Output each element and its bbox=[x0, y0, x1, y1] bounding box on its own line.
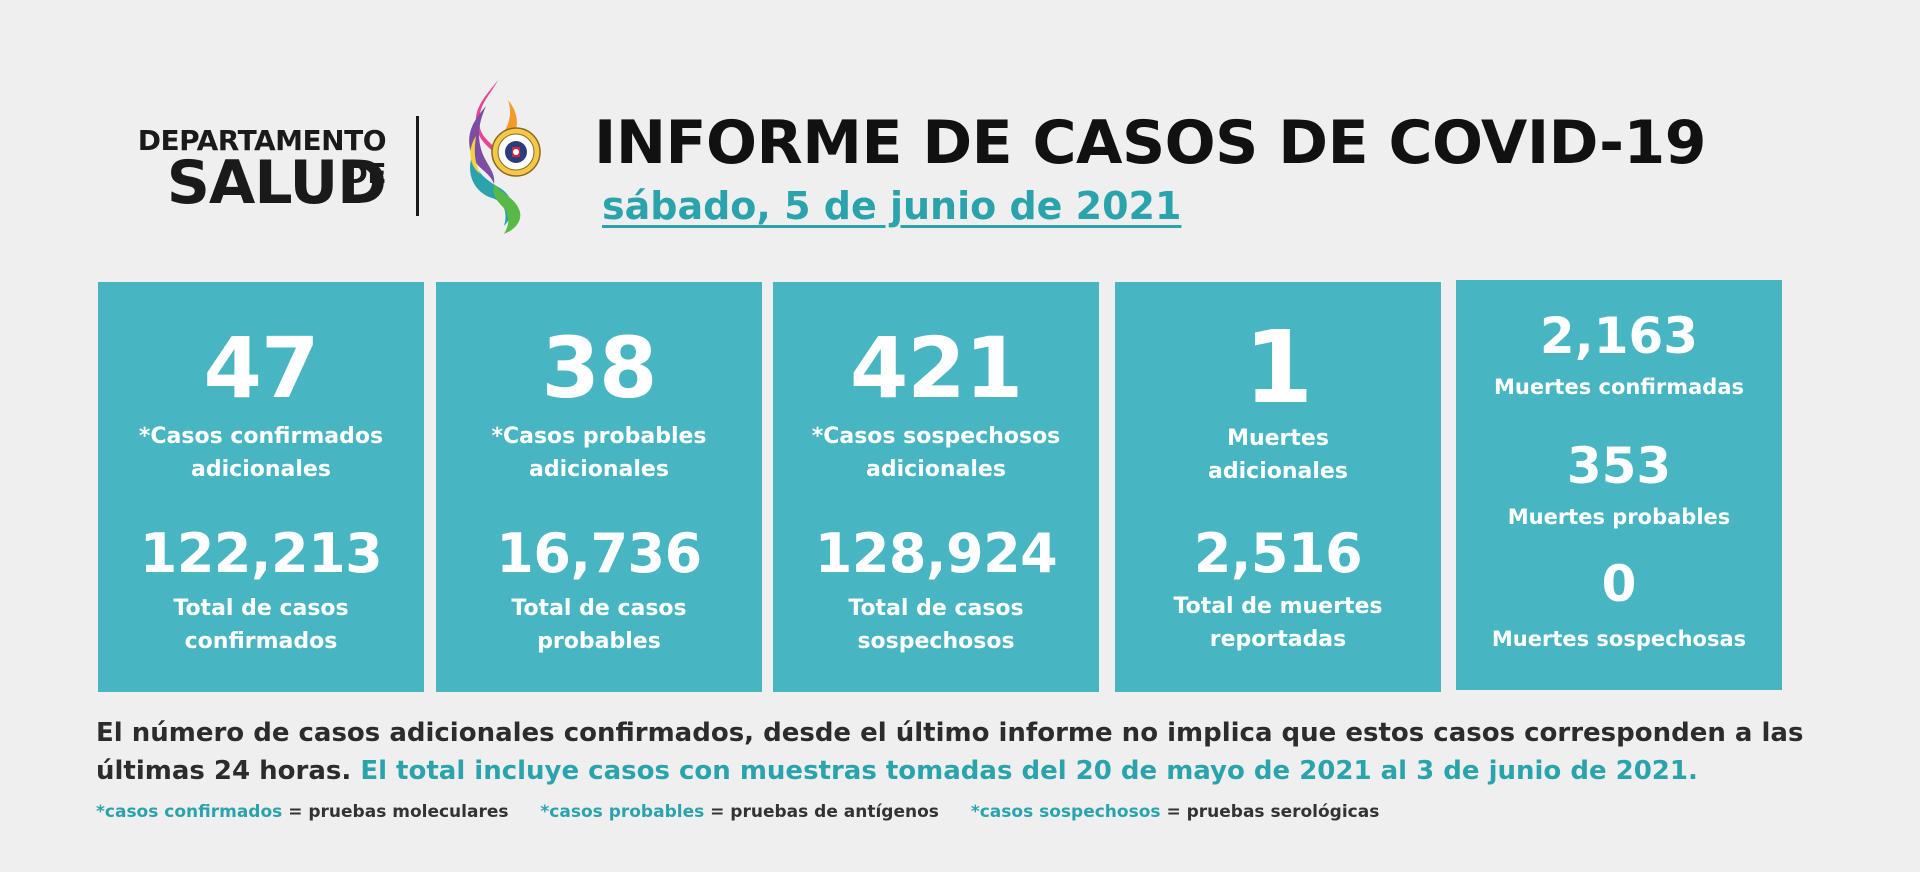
label-line: Total de casos bbox=[511, 596, 687, 621]
total-deaths-label: Total de muertes reportadas bbox=[1115, 590, 1441, 656]
additional-deaths-value: 1 bbox=[1243, 309, 1314, 426]
additional-probable-label: *Casos probables adicionales bbox=[436, 420, 762, 486]
report-header: DEPARTAMENTO DE SALUD INFORME DE CASOS D… bbox=[0, 0, 1920, 260]
label-line: reportadas bbox=[1209, 627, 1347, 652]
additional-suspected-label: *Casos sospechosos adicionales bbox=[773, 420, 1099, 486]
label-line: probables bbox=[537, 629, 661, 654]
additional-confirmed-label: *Casos confirmados adicionales bbox=[98, 420, 424, 486]
legend: *casos confirmados = pruebas moleculares… bbox=[96, 802, 1405, 822]
legend-item-suspected: *casos sospechosos = pruebas serológicas bbox=[971, 802, 1380, 822]
total-confirmed-label: Total de casos confirmados bbox=[98, 592, 424, 658]
legend-value: = pruebas serológicas bbox=[1166, 802, 1380, 822]
total-probable-label: Total de casos probables bbox=[436, 592, 762, 658]
card-probable-cases: 38 *Casos probables adicionales 16,736 T… bbox=[436, 282, 762, 692]
department-name-line2: SALUD bbox=[166, 148, 387, 218]
header-divider bbox=[416, 116, 419, 216]
card-deaths: 1 Muertes adicionales 2,516 Total de mue… bbox=[1115, 282, 1441, 692]
department-name-line1: DEPARTAMENTO DE bbox=[137, 124, 387, 190]
confirmed-deaths-label: Muertes confirmadas bbox=[1493, 375, 1745, 399]
label-line: adicionales bbox=[1208, 459, 1348, 484]
label-line: confirmados bbox=[184, 629, 338, 654]
legend-value: = pruebas moleculares bbox=[288, 802, 509, 822]
label-line: adicionales bbox=[529, 457, 669, 482]
label-line: Total de casos bbox=[848, 596, 1024, 621]
legend-item-probable: *casos probables = pruebas de antígenos bbox=[540, 802, 944, 822]
label-line: *Casos probables bbox=[491, 424, 707, 449]
additional-probable-value: 38 bbox=[541, 319, 658, 417]
total-suspected-label: Total de casos sospechosos bbox=[773, 592, 1099, 658]
confirmed-deaths-value: 2,163 bbox=[1539, 307, 1699, 365]
puerto-rico-seal-flame-logo-icon bbox=[469, 80, 541, 234]
label-line: Total de casos bbox=[173, 596, 349, 621]
label-line: *Casos sospechosos bbox=[811, 424, 1061, 449]
label-line: Total de muertes bbox=[1173, 594, 1383, 619]
page-title: INFORME DE CASOS DE COVID-19 bbox=[594, 108, 1706, 178]
note-text: El número de casos adicionales confirmad… bbox=[96, 718, 1804, 786]
additional-suspected-value: 421 bbox=[849, 319, 1023, 417]
additional-deaths-label: Muertes adicionales bbox=[1115, 422, 1441, 488]
legend-item-confirmed: *casos confirmados = pruebas moleculares bbox=[96, 802, 514, 822]
report-date: sábado, 5 de junio de 2021 bbox=[602, 184, 1182, 228]
card-deaths-breakdown: 2,163 Muertes confirmadas 353 Muertes pr… bbox=[1456, 280, 1782, 690]
note-highlight: El total incluye casos con muestras toma… bbox=[360, 756, 1698, 786]
card-confirmed-cases: 47 *Casos confirmados adicionales 122,21… bbox=[98, 282, 424, 692]
probable-deaths-label: Muertes probables bbox=[1507, 505, 1731, 529]
legend-value: = pruebas de antígenos bbox=[710, 802, 939, 822]
total-deaths-value: 2,516 bbox=[1193, 522, 1363, 585]
legend-key: *casos sospechosos bbox=[970, 802, 1161, 822]
total-probable-value: 16,736 bbox=[496, 522, 702, 585]
total-suspected-value: 128,924 bbox=[814, 522, 1058, 585]
label-line: Muertes bbox=[1227, 426, 1329, 451]
probable-deaths-value: 353 bbox=[1566, 437, 1672, 495]
label-line: adicionales bbox=[866, 457, 1006, 482]
additional-confirmed-value: 47 bbox=[203, 319, 320, 417]
report-note: El número de casos adicionales confirmad… bbox=[96, 714, 1856, 790]
suspected-deaths-label: Muertes sospechosas bbox=[1491, 627, 1747, 651]
card-suspected-cases: 421 *Casos sospechosos adicionales 128,9… bbox=[773, 282, 1099, 692]
label-line: sospechosos bbox=[857, 629, 1015, 654]
total-confirmed-value: 122,213 bbox=[139, 522, 383, 585]
label-line: *Casos confirmados bbox=[138, 424, 384, 449]
suspected-deaths-value: 0 bbox=[1601, 555, 1637, 613]
label-line: adicionales bbox=[191, 457, 331, 482]
legend-key: *casos confirmados bbox=[96, 802, 283, 822]
legend-key: *casos probables bbox=[540, 802, 705, 822]
